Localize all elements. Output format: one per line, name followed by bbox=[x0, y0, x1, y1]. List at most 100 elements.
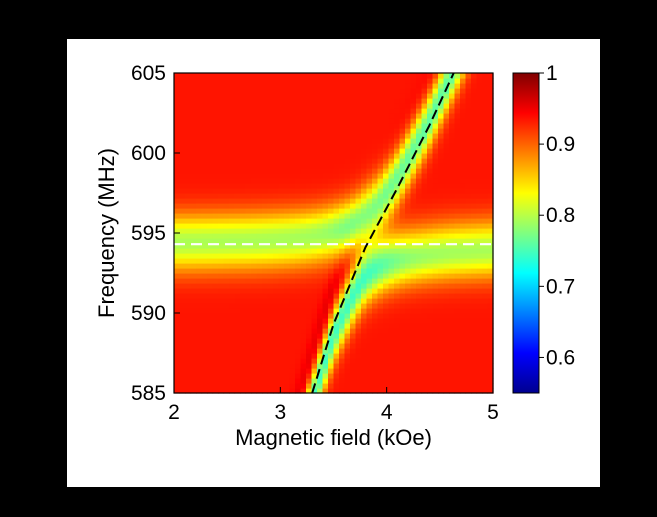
heatmap-cell bbox=[399, 203, 406, 209]
heatmap-cell bbox=[190, 338, 197, 344]
heatmap-cell bbox=[355, 108, 362, 114]
heatmap-cell bbox=[465, 343, 472, 349]
heatmap-cell bbox=[394, 83, 401, 89]
heatmap-cell bbox=[410, 83, 417, 89]
heatmap-cell bbox=[355, 73, 362, 79]
heatmap-cell bbox=[300, 333, 307, 339]
heatmap-cell bbox=[300, 203, 307, 209]
heatmap-cell bbox=[350, 118, 357, 124]
heatmap-cell bbox=[399, 148, 406, 154]
heatmap-cell bbox=[256, 158, 263, 164]
heatmap-cell bbox=[300, 353, 307, 359]
heatmap-cell bbox=[267, 198, 274, 204]
heatmap-cell bbox=[372, 253, 379, 259]
heatmap-cell bbox=[251, 88, 258, 94]
heatmap-cell bbox=[399, 123, 406, 129]
heatmap-cell bbox=[449, 78, 456, 84]
heatmap-cell bbox=[284, 353, 291, 359]
heatmap-cell bbox=[185, 218, 192, 224]
heatmap-cell bbox=[295, 188, 302, 194]
heatmap-cell bbox=[328, 333, 335, 339]
heatmap-cell bbox=[388, 143, 395, 149]
heatmap-cell bbox=[256, 178, 263, 184]
heatmap-cell bbox=[377, 303, 384, 309]
heatmap-cell bbox=[328, 178, 335, 184]
heatmap-cell bbox=[443, 258, 450, 264]
heatmap-cell bbox=[289, 238, 296, 244]
heatmap-cell bbox=[234, 323, 241, 329]
heatmap-cell bbox=[223, 343, 230, 349]
heatmap-cell bbox=[174, 123, 181, 129]
heatmap-cell bbox=[289, 313, 296, 319]
heatmap-cell bbox=[218, 118, 225, 124]
heatmap-cell bbox=[388, 348, 395, 354]
heatmap-cell bbox=[372, 98, 379, 104]
heatmap-cell bbox=[190, 258, 197, 264]
heatmap-cell bbox=[476, 388, 483, 394]
heatmap-cell bbox=[256, 93, 263, 99]
heatmap-cell bbox=[465, 328, 472, 334]
heatmap-cell bbox=[416, 293, 423, 299]
heatmap-cell bbox=[278, 138, 285, 144]
heatmap-cell bbox=[207, 233, 214, 239]
heatmap-cell bbox=[410, 218, 417, 224]
heatmap-cell bbox=[273, 213, 280, 219]
heatmap-cell bbox=[394, 388, 401, 394]
heatmap-cell bbox=[421, 128, 428, 134]
heatmap-cell bbox=[190, 293, 197, 299]
heatmap-cell bbox=[361, 213, 368, 219]
heatmap-cell bbox=[218, 388, 225, 394]
heatmap-cell bbox=[482, 268, 489, 274]
heatmap-cell bbox=[311, 288, 318, 294]
heatmap-cell bbox=[366, 343, 373, 349]
heatmap-cell bbox=[201, 78, 208, 84]
heatmap-cell bbox=[262, 388, 269, 394]
heatmap-cell bbox=[328, 198, 335, 204]
heatmap-cell bbox=[328, 373, 335, 379]
heatmap-cell bbox=[289, 233, 296, 239]
heatmap-cell bbox=[421, 358, 428, 364]
heatmap-cell bbox=[427, 263, 434, 269]
heatmap-cell bbox=[377, 338, 384, 344]
heatmap-cell bbox=[454, 223, 461, 229]
heatmap-cell bbox=[278, 283, 285, 289]
heatmap-cell bbox=[427, 143, 434, 149]
heatmap-cell bbox=[383, 213, 390, 219]
heatmap-cell bbox=[245, 108, 252, 114]
heatmap-cell bbox=[278, 73, 285, 79]
heatmap-cell bbox=[432, 358, 439, 364]
heatmap-cell bbox=[240, 373, 247, 379]
heatmap-cell bbox=[421, 98, 428, 104]
heatmap-cell bbox=[311, 118, 318, 124]
heatmap-cell bbox=[179, 328, 186, 334]
heatmap-cell bbox=[306, 348, 313, 354]
heatmap-cell bbox=[361, 158, 368, 164]
heatmap-cell bbox=[355, 113, 362, 119]
heatmap-cell bbox=[245, 143, 252, 149]
heatmap-cell bbox=[339, 118, 346, 124]
heatmap-cell bbox=[427, 103, 434, 109]
heatmap-cell bbox=[421, 298, 428, 304]
heatmap-cell bbox=[427, 98, 434, 104]
heatmap-cell bbox=[333, 323, 340, 329]
heatmap-cell bbox=[476, 73, 483, 79]
heatmap-cell bbox=[245, 298, 252, 304]
heatmap-cell bbox=[322, 308, 329, 314]
heatmap-cell bbox=[179, 308, 186, 314]
heatmap-cell bbox=[256, 183, 263, 189]
heatmap-cell bbox=[229, 303, 236, 309]
heatmap-cell bbox=[388, 303, 395, 309]
heatmap-cell bbox=[322, 138, 329, 144]
heatmap-cell bbox=[350, 388, 357, 394]
heatmap-cell bbox=[421, 178, 428, 184]
heatmap-cell bbox=[317, 228, 324, 234]
heatmap-cell bbox=[234, 253, 241, 259]
heatmap-cell bbox=[487, 288, 494, 294]
heatmap-cell bbox=[416, 213, 423, 219]
heatmap-cell bbox=[240, 213, 247, 219]
heatmap-cell bbox=[405, 273, 412, 279]
heatmap-cell bbox=[410, 123, 417, 129]
heatmap-cell bbox=[256, 83, 263, 89]
heatmap-cell bbox=[427, 213, 434, 219]
heatmap-cell bbox=[487, 318, 494, 324]
